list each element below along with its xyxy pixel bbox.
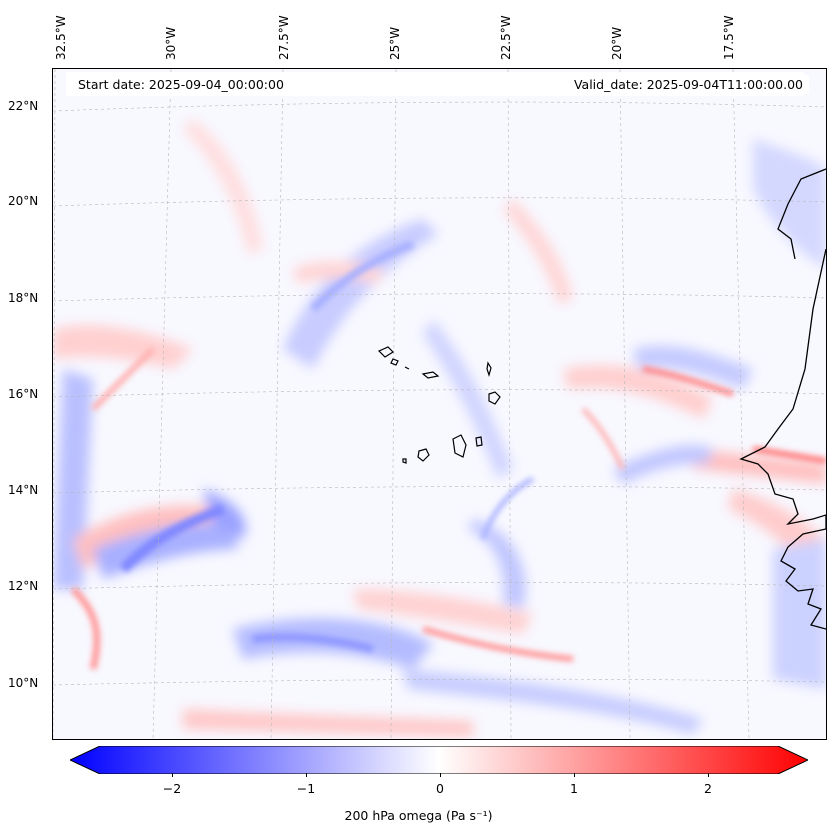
cb-tick-2: 2 [704, 781, 712, 796]
cb-tickmark-1 [574, 773, 575, 777]
lat-label-18n: 18°N [8, 291, 39, 305]
lon-label-25w: 25°W [388, 26, 402, 60]
lat-label-12n: 12°N [8, 579, 39, 593]
cb-tick-neg1: −1 [296, 781, 316, 796]
map-panel [52, 68, 827, 740]
gridlines [53, 69, 826, 739]
colorbar-label: 200 hPa omega (Pa s⁻¹) [344, 808, 493, 823]
cb-tickmark-neg1 [306, 773, 307, 777]
cb-tickmark-0 [440, 773, 441, 777]
lon-label-22-5w: 22.5°W [499, 15, 513, 60]
start-date-label: Start date: 2025-09-04_00:00:00 [72, 75, 290, 94]
cape-verde-islands [377, 346, 501, 464]
lon-label-32-5w: 32.5°W [54, 15, 68, 60]
lon-label-30w: 30°W [164, 26, 178, 60]
cb-tick-0: 0 [436, 781, 444, 796]
lat-label-10n: 10°N [8, 676, 39, 690]
omega-shading [53, 119, 826, 737]
lat-label-22n: 22°N [8, 99, 39, 113]
valid-date-label: Valid_date: 2025-09-04T11:00:00.00 [567, 75, 809, 94]
lat-label-20n: 20°N [8, 194, 39, 208]
cb-tick-neg2: −2 [162, 781, 182, 796]
lat-label-14n: 14°N [8, 483, 39, 497]
lon-label-27-5w: 27.5°W [277, 15, 291, 60]
omega-field [53, 69, 826, 739]
lon-label-17-5w: 17.5°W [722, 15, 736, 60]
cb-tick-1: 1 [570, 781, 578, 796]
colorbar [70, 746, 808, 774]
cb-tickmark-2 [708, 773, 709, 777]
lon-label-20w: 20°W [610, 26, 624, 60]
lat-label-16n: 16°N [8, 387, 39, 401]
omega-filaments [70, 240, 826, 670]
cb-tickmark-neg2 [172, 773, 173, 777]
africa-coastline [739, 168, 826, 630]
